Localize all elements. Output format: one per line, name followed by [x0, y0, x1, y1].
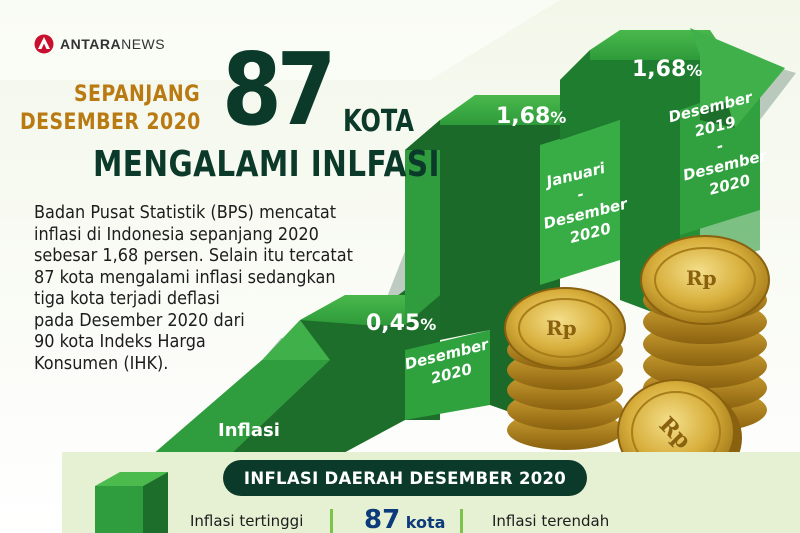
period-badge-1 — [405, 330, 490, 420]
logo-brand: ANTARA — [60, 36, 122, 52]
step-2-unit: % — [550, 108, 567, 127]
headline: MENGALAMI INLFASI — [93, 144, 440, 185]
subtitle-line-1: SEPANJANG — [74, 82, 201, 107]
body-paragraph: Badan Pusat Statistik (BPS) mencatat inf… — [34, 203, 365, 375]
antara-logo: ANTARANEWS — [34, 34, 165, 54]
body-line: 87 kota mengalami inflasi sedangkan — [34, 267, 336, 288]
body-line: tiga kota terjadi deflasi — [34, 289, 220, 309]
arrow-head — [690, 28, 785, 128]
step-3-value: 1,68% — [632, 57, 702, 82]
city-count-unit: kota — [405, 513, 446, 532]
big-number-unit: KOTA — [343, 104, 415, 139]
body-line: 90 kota Indeks Harga — [34, 332, 206, 352]
city-count: 87 kota — [364, 505, 445, 533]
subtitle-line-2: DESEMBER 2020 — [20, 110, 201, 135]
step-1-unit: % — [420, 315, 437, 334]
step-1-number: 0,45 — [366, 311, 421, 336]
body-line: sebesar 1,68 persen. Selain itu tercatat — [34, 246, 353, 266]
step-1-value: 0,45% — [366, 311, 436, 336]
coin-rp-left: Rp — [546, 316, 577, 340]
lowest-inflation-label: Inflasi terendah — [492, 512, 610, 530]
arrow-label: Inflasi — [218, 420, 280, 441]
step-3-number: 1,68 — [632, 57, 687, 82]
highest-inflation-label: Inflasi tertinggi — [190, 512, 304, 530]
divider-left — [330, 509, 333, 533]
regional-title: INFLASI DAERAH DESEMBER 2020 — [243, 468, 567, 488]
divider-right — [460, 509, 463, 533]
body-line: pada Desember 2020 dari — [34, 310, 245, 331]
coin-stack-left — [504, 287, 626, 450]
step-2-number: 1,68 — [496, 104, 551, 129]
logo-suffix: NEWS — [121, 36, 166, 52]
step-2-value: 1,68% — [496, 104, 566, 129]
city-count-number: 87 — [364, 505, 401, 533]
antara-logo-icon — [34, 34, 54, 54]
body-line: Badan Pusat Statistik (BPS) mencatat — [34, 203, 337, 223]
step-3-unit: % — [686, 61, 703, 80]
regional-title-pill: INFLASI DAERAH DESEMBER 2020 — [223, 460, 587, 496]
big-number: 87 — [222, 31, 337, 148]
body-line: inflasi di Indonesia sepanjang 2020 — [34, 224, 319, 245]
body-line: Konsumen (IHK). — [34, 353, 169, 374]
coin-rp-back: Rp — [686, 266, 717, 290]
arrow-step-1 — [230, 290, 440, 455]
arrow-step-base — [152, 360, 330, 455]
